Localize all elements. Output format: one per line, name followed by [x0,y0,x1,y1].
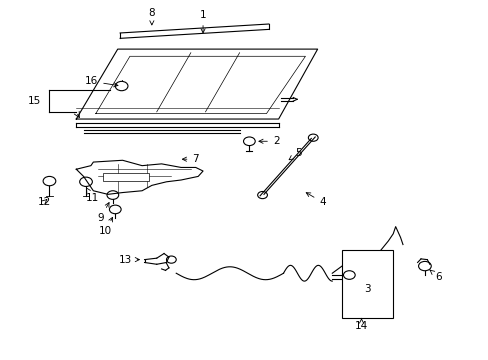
Bar [341,250,392,318]
Text: 1: 1 [199,10,206,33]
Text: 7: 7 [182,154,199,164]
Text: 8: 8 [148,8,155,25]
Text: 3: 3 [364,284,370,294]
Text: 11: 11 [85,188,99,203]
Text: 16: 16 [85,76,118,87]
Text: 15: 15 [28,96,41,106]
Text: 2: 2 [259,136,279,146]
Text: 14: 14 [354,319,367,331]
Text: 13: 13 [118,255,139,265]
Bar [103,173,149,181]
Text: 4: 4 [305,193,325,207]
Text: 10: 10 [99,217,112,236]
Text: 5: 5 [288,148,301,160]
Text: 6: 6 [429,270,441,282]
Text: 9: 9 [97,203,109,222]
Text: 12: 12 [38,197,51,207]
